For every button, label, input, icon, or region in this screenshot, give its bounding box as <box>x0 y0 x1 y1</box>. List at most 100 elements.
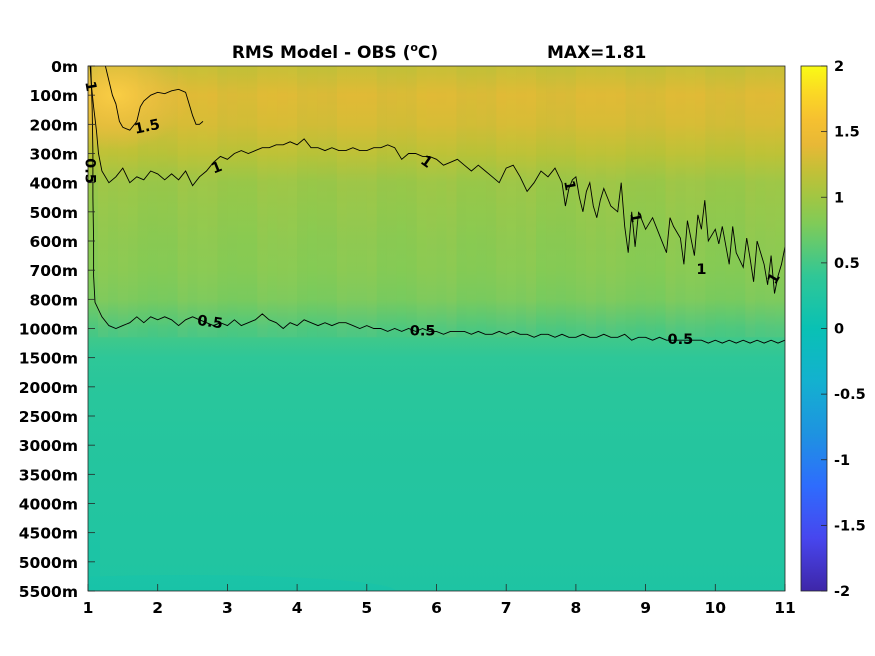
y-tick-label: 5500m <box>19 583 78 601</box>
texture-strip <box>197 66 208 338</box>
texture-strip <box>705 66 716 338</box>
texture-strip <box>386 66 397 338</box>
texture-strip <box>685 66 696 338</box>
texture-strip <box>127 66 138 338</box>
texture-strip <box>317 66 327 338</box>
texture-strip <box>107 66 118 338</box>
texture-strip <box>565 66 576 338</box>
texture-strip <box>675 66 686 338</box>
colorbar-tick-label: -0.5 <box>834 387 866 403</box>
x-tick-label: 2 <box>152 599 163 617</box>
texture-strip <box>356 66 367 338</box>
contour-label: 0.5 <box>196 313 224 332</box>
texture-strip <box>366 66 377 338</box>
y-tick-label: 1000m <box>19 321 78 339</box>
colorbar-axis: 2 1.5 1 0.5 0 -0.5 -1 -1.5 -2 <box>821 59 866 600</box>
texture-strip <box>436 66 447 338</box>
deep-pool <box>88 575 396 591</box>
y-tick-label: 800m <box>29 291 78 309</box>
texture-strip <box>615 66 626 338</box>
y-tick-label: 2500m <box>19 408 78 426</box>
texture-strip <box>655 66 666 338</box>
texture-strip <box>546 66 556 338</box>
x-tick-label: 10 <box>705 599 727 617</box>
x-tick-label: 8 <box>571 599 582 617</box>
texture-strip <box>466 66 477 338</box>
texture-strip <box>177 66 188 338</box>
texture-strip <box>765 66 776 338</box>
y-tick-label: 400m <box>29 175 78 193</box>
texture-strip <box>625 66 636 338</box>
texture-strip <box>775 66 785 338</box>
texture-strip <box>187 66 198 338</box>
texture-strip <box>247 66 258 338</box>
texture-strip <box>406 66 417 338</box>
texture-strip <box>147 66 158 338</box>
x-tick-label: 3 <box>222 599 233 617</box>
texture-strip <box>446 66 457 338</box>
heatmap-plot-area <box>88 66 785 591</box>
contour-line-0_5 <box>90 66 785 344</box>
y-tick-label: 3500m <box>19 466 78 484</box>
x-tick-label: 9 <box>640 599 651 617</box>
y-tick-label: 4000m <box>19 496 78 514</box>
y-tick-label: 600m <box>29 233 78 251</box>
texture-strip <box>735 66 746 338</box>
y-tick-label: 300m <box>29 146 78 164</box>
texture-strip <box>506 66 517 338</box>
texture-strip <box>426 66 437 338</box>
contour-label: 1.5 <box>133 117 161 138</box>
texture-strip <box>237 66 248 338</box>
texture-strip <box>645 66 656 338</box>
texture-strip <box>665 66 676 338</box>
y-tick-label: 200m <box>29 116 78 134</box>
texture-strip <box>416 66 427 338</box>
colorbar-tick-label: -2 <box>834 584 850 600</box>
texture-strip <box>167 66 178 338</box>
contour-label: 1 <box>81 80 99 93</box>
texture-strip <box>745 66 756 338</box>
texture-strip <box>516 66 527 338</box>
y-tick-label: 1500m <box>19 350 78 368</box>
texture-strip <box>227 66 238 338</box>
y-tick-label: 2000m <box>19 379 78 397</box>
texture-strip <box>725 66 736 338</box>
heatmap-texture <box>88 66 785 591</box>
y-tick-label: 4500m <box>19 525 78 543</box>
texture-strip <box>556 66 566 338</box>
y-axis: 0m 100m 200m 300m 400m 500m 600m 700m 800m 1000m 1… <box>19 58 95 601</box>
texture-strip <box>157 66 168 338</box>
texture-strip <box>486 66 497 338</box>
y-tick-label: 500m <box>29 204 78 222</box>
contour-line-1 <box>89 66 785 294</box>
y-tick-label: 100m <box>29 87 78 105</box>
texture-strip <box>376 66 387 338</box>
texture-strip <box>287 66 298 338</box>
contour-label: 1 <box>626 211 644 224</box>
x-tick-label: 6 <box>431 599 442 617</box>
x-axis: 1 2 3 4 5 6 7 8 9 10 11 <box>83 584 796 617</box>
texture-strip <box>207 66 218 338</box>
contour-lines <box>89 66 785 344</box>
x-tick-label: 1 <box>83 599 94 617</box>
texture-strip <box>456 66 467 338</box>
texture-strip <box>715 66 726 338</box>
texture-strip <box>396 66 407 338</box>
x-tick-label: 11 <box>774 599 796 617</box>
texture-strip <box>496 66 507 338</box>
colorbar-tick-label: 2 <box>834 59 844 75</box>
texture-strip <box>605 66 616 338</box>
x-tick-label: 7 <box>501 599 512 617</box>
y-tick-label: 3000m <box>19 437 78 455</box>
texture-strip <box>755 66 766 338</box>
colorbar-tick-label: 0 <box>834 322 844 338</box>
contour-label: 0.5 <box>410 323 436 339</box>
chart-title: RMS Model - OBS (oC) <box>232 41 438 63</box>
heatmap-field <box>88 66 785 591</box>
y-tick-label: 700m <box>29 262 78 280</box>
texture-strip <box>257 66 268 338</box>
x-tick-label: 5 <box>361 599 372 617</box>
y-tick-label: 5000m <box>19 554 78 572</box>
